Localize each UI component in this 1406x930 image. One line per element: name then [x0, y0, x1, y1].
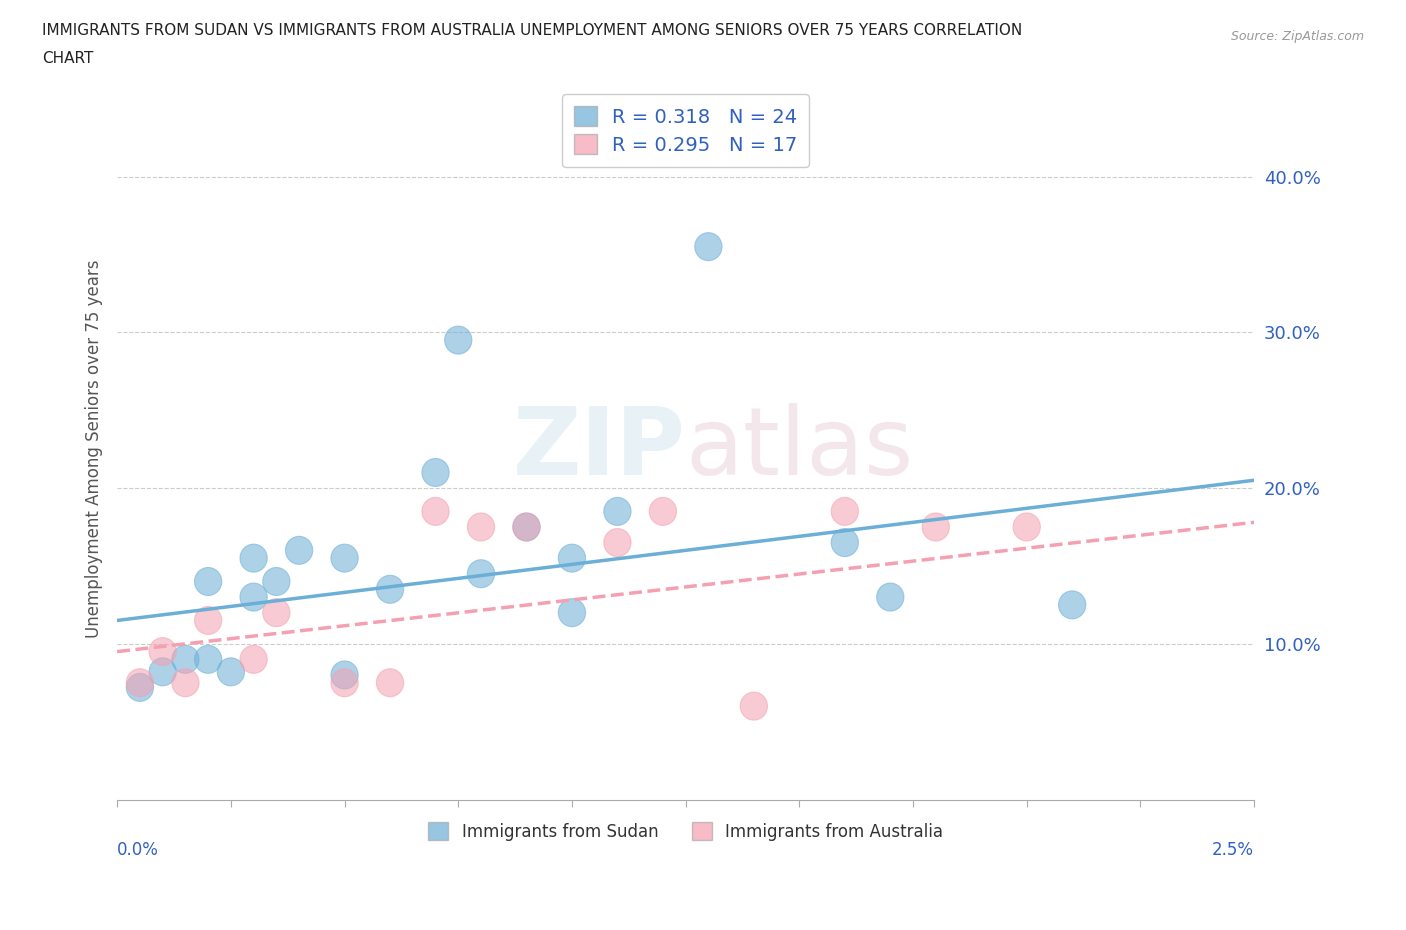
Ellipse shape [330, 544, 359, 572]
Ellipse shape [422, 498, 449, 525]
Ellipse shape [922, 513, 949, 541]
Ellipse shape [558, 544, 585, 572]
Text: IMMIGRANTS FROM SUDAN VS IMMIGRANTS FROM AUSTRALIA UNEMPLOYMENT AMONG SENIORS OV: IMMIGRANTS FROM SUDAN VS IMMIGRANTS FROM… [42, 23, 1022, 38]
Ellipse shape [194, 567, 222, 595]
Ellipse shape [377, 576, 404, 604]
Ellipse shape [240, 583, 267, 611]
Ellipse shape [194, 645, 222, 673]
Ellipse shape [285, 537, 312, 565]
Text: CHART: CHART [42, 51, 94, 66]
Ellipse shape [603, 498, 631, 525]
Ellipse shape [513, 513, 540, 541]
Ellipse shape [218, 658, 245, 685]
Text: ZIP: ZIP [513, 403, 686, 495]
Text: Source: ZipAtlas.com: Source: ZipAtlas.com [1230, 30, 1364, 43]
Ellipse shape [1014, 513, 1040, 541]
Ellipse shape [831, 498, 859, 525]
Ellipse shape [467, 513, 495, 541]
Text: atlas: atlas [686, 403, 914, 495]
Ellipse shape [444, 326, 472, 354]
Ellipse shape [513, 513, 540, 541]
Text: 2.5%: 2.5% [1212, 842, 1254, 859]
Text: 0.0%: 0.0% [117, 842, 159, 859]
Ellipse shape [695, 232, 723, 260]
Ellipse shape [127, 669, 153, 697]
Ellipse shape [240, 544, 267, 572]
Ellipse shape [263, 567, 290, 595]
Ellipse shape [877, 583, 904, 611]
Ellipse shape [172, 669, 200, 697]
Ellipse shape [603, 528, 631, 556]
Ellipse shape [650, 498, 676, 525]
Legend: Immigrants from Sudan, Immigrants from Australia: Immigrants from Sudan, Immigrants from A… [422, 816, 949, 847]
Ellipse shape [127, 673, 153, 701]
Ellipse shape [740, 692, 768, 720]
Ellipse shape [558, 599, 585, 627]
Ellipse shape [149, 638, 176, 666]
Ellipse shape [263, 599, 290, 627]
Ellipse shape [330, 669, 359, 697]
Ellipse shape [831, 528, 859, 556]
Ellipse shape [330, 661, 359, 689]
Ellipse shape [467, 560, 495, 588]
Ellipse shape [377, 669, 404, 697]
Ellipse shape [240, 645, 267, 673]
Ellipse shape [422, 458, 449, 486]
Ellipse shape [172, 645, 200, 673]
Ellipse shape [149, 658, 176, 685]
Y-axis label: Unemployment Among Seniors over 75 years: Unemployment Among Seniors over 75 years [86, 259, 103, 638]
Ellipse shape [1059, 591, 1085, 618]
Ellipse shape [194, 606, 222, 634]
